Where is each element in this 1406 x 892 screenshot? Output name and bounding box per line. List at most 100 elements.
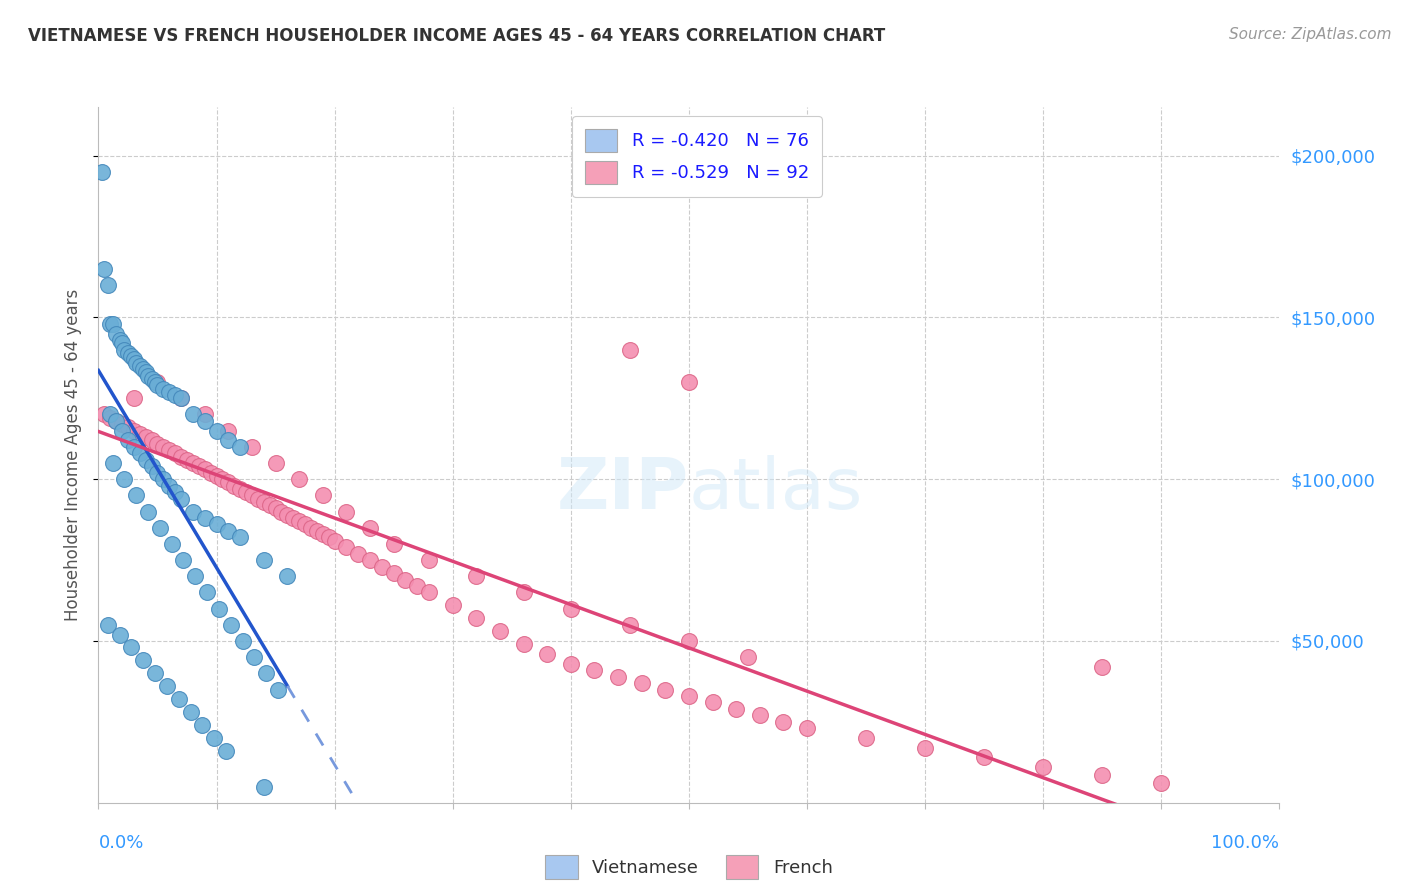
- Point: [128, 426, 150, 441]
- Point: [167, 692, 190, 706]
- Point: [240, 488, 263, 502]
- Point: [312, 488, 335, 502]
- Point: [122, 424, 145, 438]
- Point: [359, 553, 381, 567]
- Point: [180, 705, 202, 719]
- Point: [125, 356, 148, 370]
- Point: [359, 521, 381, 535]
- Point: [347, 547, 370, 561]
- Point: [98, 410, 121, 425]
- Point: [1150, 776, 1173, 790]
- Point: [243, 650, 266, 665]
- Point: [208, 601, 231, 615]
- Point: [176, 452, 198, 467]
- Point: [157, 443, 180, 458]
- Point: [194, 462, 217, 476]
- Point: [267, 682, 290, 697]
- Point: [101, 456, 124, 470]
- Point: [132, 653, 155, 667]
- Point: [101, 317, 124, 331]
- Point: [619, 617, 641, 632]
- Point: [630, 676, 652, 690]
- Point: [157, 478, 180, 492]
- Point: [418, 553, 440, 567]
- Point: [105, 414, 128, 428]
- Point: [1032, 760, 1054, 774]
- Point: [254, 666, 277, 681]
- Point: [229, 482, 252, 496]
- Text: Source: ZipAtlas.com: Source: ZipAtlas.com: [1229, 27, 1392, 42]
- Point: [128, 359, 150, 373]
- Point: [270, 504, 292, 518]
- Point: [165, 388, 187, 402]
- Point: [125, 488, 148, 502]
- Point: [170, 491, 193, 506]
- Point: [253, 495, 276, 509]
- Point: [678, 689, 700, 703]
- Point: [141, 459, 163, 474]
- Point: [202, 731, 225, 745]
- Point: [172, 553, 194, 567]
- Point: [181, 456, 204, 470]
- Point: [737, 650, 759, 665]
- Point: [276, 508, 298, 522]
- Point: [205, 469, 228, 483]
- Point: [143, 666, 166, 681]
- Point: [194, 511, 217, 525]
- Point: [111, 424, 134, 438]
- Point: [283, 511, 305, 525]
- Point: [91, 165, 114, 179]
- Point: [335, 504, 357, 518]
- Point: [122, 352, 145, 367]
- Point: [108, 627, 131, 641]
- Point: [855, 731, 877, 745]
- Point: [136, 368, 159, 383]
- Point: [141, 434, 163, 448]
- Point: [181, 504, 204, 518]
- Point: [143, 375, 166, 389]
- Point: [205, 424, 228, 438]
- Point: [371, 559, 394, 574]
- Point: [112, 472, 135, 486]
- Point: [240, 440, 263, 454]
- Point: [187, 459, 209, 474]
- Point: [748, 708, 770, 723]
- Point: [619, 343, 641, 357]
- Point: [93, 261, 115, 276]
- Point: [235, 485, 257, 500]
- Point: [184, 569, 207, 583]
- Point: [441, 599, 464, 613]
- Point: [725, 702, 748, 716]
- Point: [135, 365, 157, 379]
- Point: [156, 679, 179, 693]
- Point: [128, 446, 150, 460]
- Point: [1091, 660, 1114, 674]
- Point: [135, 452, 157, 467]
- Point: [141, 372, 163, 386]
- Point: [1091, 768, 1114, 782]
- Point: [152, 440, 174, 454]
- Point: [772, 714, 794, 729]
- Point: [170, 392, 193, 406]
- Point: [219, 617, 242, 632]
- Point: [121, 640, 143, 655]
- Point: [211, 472, 233, 486]
- Point: [335, 540, 357, 554]
- Point: [146, 466, 169, 480]
- Point: [105, 326, 128, 341]
- Point: [191, 718, 214, 732]
- Point: [217, 475, 239, 490]
- Point: [165, 485, 187, 500]
- Point: [97, 617, 120, 632]
- Point: [194, 408, 217, 422]
- Point: [121, 349, 143, 363]
- Point: [305, 524, 328, 538]
- Text: atlas: atlas: [689, 455, 863, 524]
- Point: [288, 472, 311, 486]
- Point: [489, 624, 512, 639]
- Point: [264, 456, 287, 470]
- Point: [973, 750, 995, 764]
- Point: [160, 537, 183, 551]
- Point: [560, 601, 582, 615]
- Point: [205, 517, 228, 532]
